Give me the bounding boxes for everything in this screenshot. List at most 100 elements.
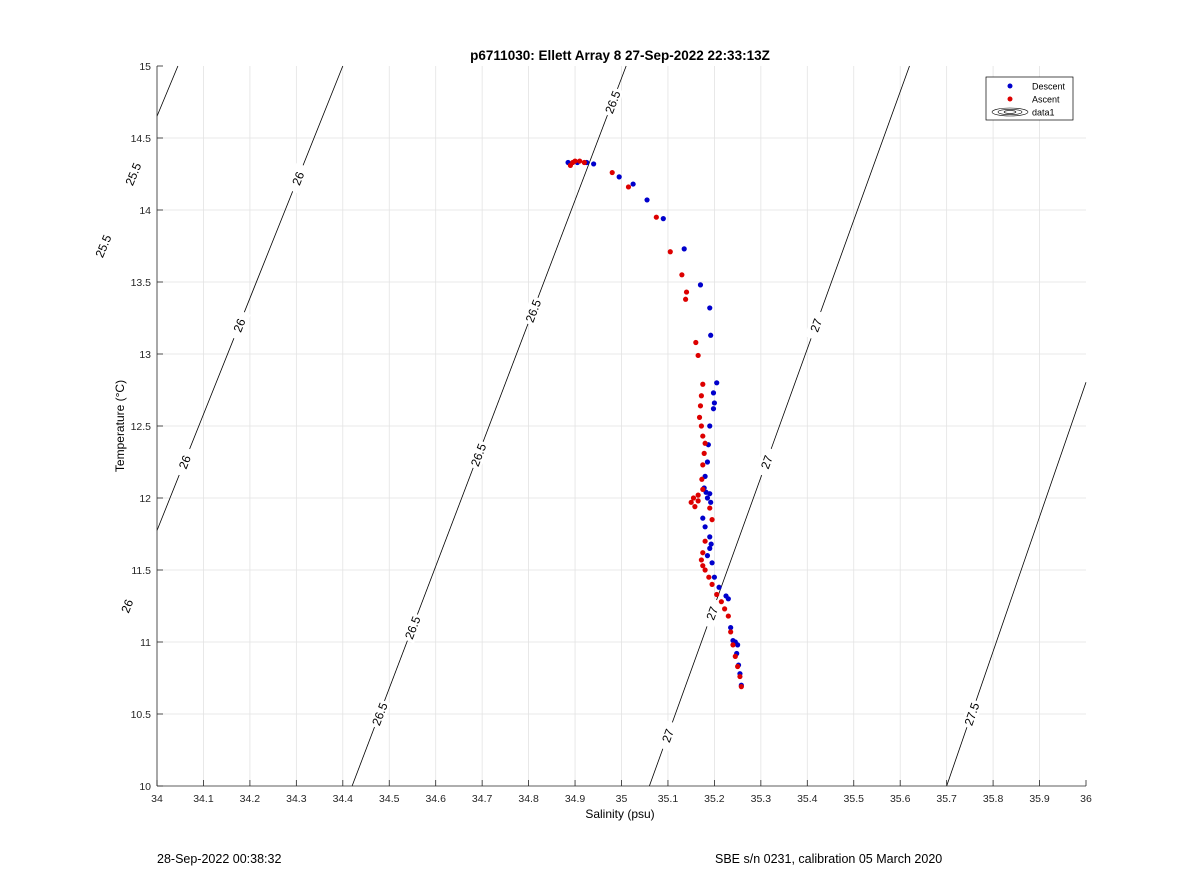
- ascent-point: [702, 538, 708, 544]
- ascent-point: [722, 606, 728, 612]
- contour-label: 27: [703, 604, 721, 622]
- legend-contour-icon: [991, 107, 1029, 117]
- x-tick-label: 34.5: [379, 793, 400, 805]
- x-tick-label: 34.1: [193, 793, 214, 805]
- x-tick-label: 35.5: [844, 793, 865, 805]
- descent-point: [735, 642, 741, 648]
- y-tick-label: 14: [139, 205, 151, 217]
- y-axis-label: Temperature (°C): [113, 380, 127, 472]
- ascent-point: [699, 476, 705, 482]
- y-tick-label: 12.5: [131, 421, 152, 433]
- chart-title: p6711030: Ellett Array 8 27-Sep-2022 22:…: [470, 48, 770, 63]
- x-tick-label: 35: [616, 793, 628, 805]
- ascent-point: [700, 550, 706, 556]
- descent-point: [644, 197, 650, 203]
- contour-label: 26: [118, 597, 136, 615]
- contour-label-bg: [115, 590, 139, 622]
- grid-lines: [157, 66, 1086, 786]
- contour-label: 27: [758, 453, 776, 471]
- x-tick-label: 36: [1080, 793, 1092, 805]
- legend-descent-marker: [1007, 83, 1013, 89]
- x-tick-label: 34.3: [286, 793, 307, 805]
- ascent-point: [709, 517, 715, 523]
- ascent-point: [709, 581, 715, 588]
- contour-line-27: [648, 65, 910, 787]
- ascent-point: [693, 339, 699, 346]
- legend: Descent Ascent data1: [985, 76, 1074, 121]
- ascent-point: [728, 629, 734, 635]
- ascent-point: [700, 486, 706, 492]
- legend-descent-label: Descent: [1032, 82, 1066, 92]
- ascent-point: [701, 450, 707, 456]
- contour-label-bg: [400, 612, 424, 644]
- x-tick-label: 35.2: [704, 793, 725, 805]
- tick-labels: 34 34.1 34.2 34.3 34.4 34.5 34.6 34.7 34.8 34.9 35…: [131, 61, 1092, 805]
- ascent-point: [738, 684, 744, 690]
- legend-box: [985, 76, 1074, 121]
- contour-label-bg: [286, 162, 310, 194]
- ascent-point: [698, 423, 704, 429]
- ascent-point: [706, 574, 712, 580]
- x-tick-label: 34: [151, 793, 163, 805]
- ascent-point: [707, 505, 713, 511]
- descent-point: [681, 246, 687, 252]
- x-tick-label: 35.4: [797, 793, 818, 805]
- contour-label-bg: [227, 309, 251, 341]
- descent-point: [707, 305, 713, 311]
- contour-label-bg: [804, 309, 828, 341]
- x-tick-label: 34.7: [472, 793, 493, 805]
- ascent-point: [737, 673, 743, 680]
- contour-label-bg: [367, 698, 392, 730]
- footer-timestamp: 28-Sep-2022 00:38:32: [157, 852, 282, 866]
- x-tick-label: 35.7: [936, 793, 957, 805]
- y-tick-label: 13.5: [131, 277, 152, 289]
- x-tick-label: 35.8: [983, 793, 1004, 805]
- ascent-point: [692, 504, 698, 510]
- contour-label-bg: [755, 446, 778, 478]
- x-tick-label: 35.9: [1029, 793, 1050, 805]
- ascent-point: [725, 613, 731, 619]
- y-tick-label: 12: [139, 493, 151, 505]
- ascent-point: [625, 184, 632, 190]
- descent-point: [710, 390, 717, 396]
- descent-point: [707, 545, 713, 552]
- ascent-point: [609, 169, 615, 176]
- descent-point: [702, 524, 708, 530]
- contour-line-26-5: [351, 65, 627, 787]
- ascent-point: [698, 393, 704, 399]
- descent-point: [707, 491, 713, 497]
- ascent-point: [700, 563, 706, 569]
- y-tick-label: 13: [139, 349, 151, 361]
- ascent-point: [695, 498, 701, 504]
- descent-point: [708, 499, 714, 505]
- ascent-point: [702, 440, 708, 446]
- contour-label-bg: [521, 295, 545, 327]
- ascent-point: [714, 591, 720, 598]
- ascent-point: [698, 557, 704, 563]
- x-tick-label: 34.6: [425, 793, 446, 805]
- descent-point: [707, 423, 713, 429]
- ascent-point: [700, 381, 706, 387]
- contour-label-bg: [600, 86, 624, 118]
- footer-calibration: SBE s/n 0231, calibration 05 March 2020: [715, 852, 943, 866]
- descent-point: [711, 400, 718, 406]
- contour-label-bg: [960, 698, 983, 730]
- descent-point: [697, 282, 704, 288]
- descent-point: [630, 181, 636, 187]
- x-tick-label: 35.3: [751, 793, 772, 805]
- contour-label-bg: [466, 439, 490, 471]
- x-tick-label: 34.9: [565, 793, 586, 805]
- descent-point: [704, 495, 711, 501]
- contour-line-25-5: [156, 65, 179, 117]
- ascent-point: [683, 296, 689, 302]
- descent-point: [660, 216, 666, 222]
- descent-point: [700, 515, 706, 521]
- ascent-point: [702, 567, 708, 573]
- ascent-point: [581, 159, 587, 166]
- descent-point: [716, 584, 722, 590]
- descent-point: [710, 406, 717, 412]
- ascent-point: [695, 352, 701, 359]
- y-tick-label: 10: [139, 781, 151, 793]
- x-tick-label: 35.1: [658, 793, 679, 805]
- descent-point: [725, 596, 731, 602]
